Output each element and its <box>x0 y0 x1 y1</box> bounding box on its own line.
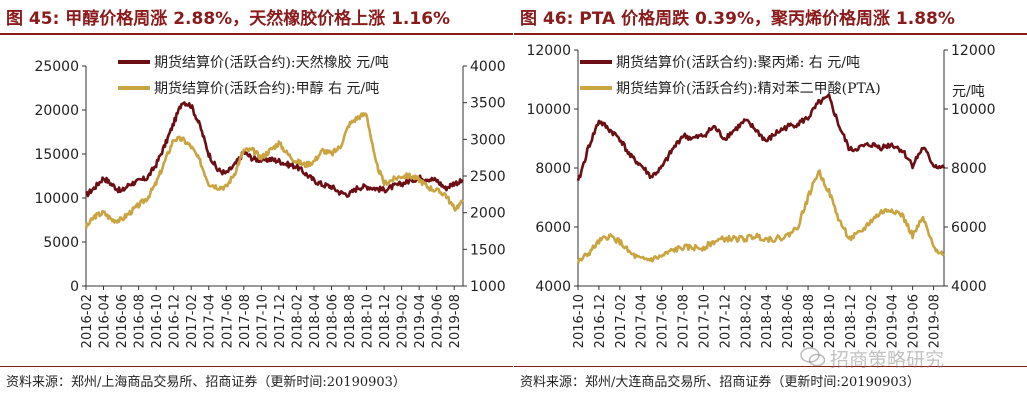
x-tick-label: 2018-02 <box>290 294 305 348</box>
title-divider <box>514 33 1027 35</box>
y-left-tick-label: 4000 <box>535 279 571 295</box>
y-right-tick-label: 4000 <box>470 59 506 75</box>
series-line-2 <box>576 169 945 264</box>
x-tick-label: 2016-12 <box>593 294 608 348</box>
y-right-tick-label: 1000 <box>470 279 506 295</box>
chart-title-bar: 图 46: PTA 价格周跌 0.39%，聚丙烯价格周涨 1.88% <box>514 0 1027 32</box>
x-tick-label: 2016-04 <box>98 294 113 348</box>
title-divider <box>0 33 513 35</box>
chart-title: 图 46: PTA 价格周跌 0.39%，聚丙烯价格周涨 1.88% <box>520 9 955 29</box>
series-line-2 <box>84 112 464 229</box>
y-left-tick-label: 0 <box>70 279 79 295</box>
y-left-tick-label: 25000 <box>34 59 79 75</box>
x-tick-label: 2018-06 <box>781 294 796 348</box>
x-tick-label: 2018-10 <box>823 294 838 348</box>
x-tick-label: 2018-04 <box>308 294 323 348</box>
x-tick-label: 2017-10 <box>697 294 712 348</box>
legend-label-1: 期货结算价(活跃合约):聚丙烯: 右 元/吨 <box>616 54 860 71</box>
y-left-tick-label: 10000 <box>34 191 79 207</box>
chart-title-bar: 图 45: 甲醇价格周涨 2.88%，天然橡胶价格上涨 1.16% <box>0 0 513 32</box>
x-tick-label: 2019-08 <box>448 294 463 348</box>
x-tick-label: 2018-06 <box>325 294 340 348</box>
y-right-tick-label: 2500 <box>470 169 506 185</box>
y-right-tick-label: 6000 <box>951 220 987 236</box>
x-tick-label: 2017-02 <box>614 294 629 348</box>
x-tick-label: 2019-04 <box>886 294 901 348</box>
chart-canvas-left: 0 5000 10000 15000 20000 25000 1000 1500 2000 250… <box>34 54 506 348</box>
x-tick-label: 2016-10 <box>150 294 165 348</box>
x-tick-label: 2018-12 <box>844 294 859 348</box>
chart-panel-left: 图 45: 甲醇价格周涨 2.88%，天然橡胶价格上涨 1.16% 0 5000 1… <box>0 0 513 408</box>
y-left-tick-label: 15000 <box>34 147 79 163</box>
y-left-tick-label: 10000 <box>526 102 571 118</box>
x-tick-label: 2019-06 <box>431 294 446 348</box>
x-tick-label: 2019-04 <box>413 294 428 348</box>
x-tick-label: 2019-02 <box>865 294 880 348</box>
y-right-tick-label: 8000 <box>951 161 987 177</box>
y-left-tick-label: 5000 <box>43 235 79 251</box>
y-right-tick-label: 3500 <box>470 96 506 112</box>
x-tick-label: 2017-08 <box>238 294 253 348</box>
x-tick-label: 2019-06 <box>907 294 922 348</box>
x-tick-label: 2018-08 <box>802 294 817 348</box>
x-tick-label: 2017-02 <box>185 294 200 348</box>
x-tick-label: 2017-10 <box>255 294 270 348</box>
source-divider <box>0 366 513 367</box>
series-line-1 <box>85 101 464 198</box>
y-left-tick-label: 8000 <box>535 161 571 177</box>
x-tick-label: 2018-08 <box>343 294 358 348</box>
y-right-tick-label: 10000 <box>951 102 996 118</box>
x-tick-label: 2017-04 <box>635 294 650 348</box>
x-tick-label: 2018-04 <box>760 294 775 348</box>
x-tick-label: 2016-02 <box>80 294 95 348</box>
x-tick-label: 2017-12 <box>718 294 733 348</box>
series-line-1 <box>576 93 946 182</box>
x-tick-label: 2017-04 <box>203 294 218 348</box>
x-tick-label: 2016-06 <box>115 294 130 348</box>
x-tick-label: 2018-10 <box>361 294 376 348</box>
source-divider <box>514 366 1027 367</box>
wechat-icon <box>800 347 826 367</box>
source-note: 资料来源：郑州/大连商品交易所、招商证券（更新时间:20190903） <box>520 375 920 390</box>
legend-label-1: 期货结算价(活跃合约):天然橡胶 元/吨 <box>154 54 389 71</box>
watermark-text: 招商策略研究 <box>830 349 945 371</box>
y-right-unit-label: 元/吨 <box>952 84 985 100</box>
y-right-tick-label: 2000 <box>470 206 506 222</box>
legend-label-2: 期货结算价(活跃合约):甲醇 右 元/吨 <box>154 80 379 97</box>
x-tick-label: 2016-10 <box>572 294 587 348</box>
y-right-tick-label: 3000 <box>470 132 506 148</box>
y-left-tick-label: 12000 <box>526 43 571 59</box>
legend-label-2: 期货结算价(活跃合约):精对苯二甲酸(PTA) <box>616 80 881 97</box>
source-note: 资料来源：郑州/上海商品交易所、招商证券（更新时间:20190903） <box>6 375 406 390</box>
x-tick-label: 2017-06 <box>656 294 671 348</box>
x-tick-label: 2017-12 <box>273 294 288 348</box>
x-tick-label: 2017-06 <box>220 294 235 348</box>
chart-title: 图 45: 甲醇价格周涨 2.88%，天然橡胶价格上涨 1.16% <box>6 9 451 29</box>
x-tick-label: 2017-08 <box>677 294 692 348</box>
x-tick-label: 2016-12 <box>168 294 183 348</box>
x-tick-label: 2016-08 <box>133 294 148 348</box>
y-right-tick-label: 1500 <box>470 242 506 258</box>
x-tick-label: 2018-02 <box>739 294 754 348</box>
x-tick-label: 2019-08 <box>928 294 943 348</box>
y-left-tick-label: 6000 <box>535 220 571 236</box>
y-right-tick-label: 12000 <box>951 43 996 59</box>
y-right-tick-label: 4000 <box>951 279 987 295</box>
x-tick-label: 2019-02 <box>396 294 411 348</box>
chart-panel-right: 图 46: PTA 价格周跌 0.39%，聚丙烯价格周涨 1.88% 4000 6… <box>514 0 1027 408</box>
x-tick-label: 2018-12 <box>378 294 393 348</box>
chart-canvas-right: 4000 6000 8000 10000 12000 4000 6000 8000 10000 1… <box>526 43 996 348</box>
y-left-tick-label: 20000 <box>34 103 79 119</box>
